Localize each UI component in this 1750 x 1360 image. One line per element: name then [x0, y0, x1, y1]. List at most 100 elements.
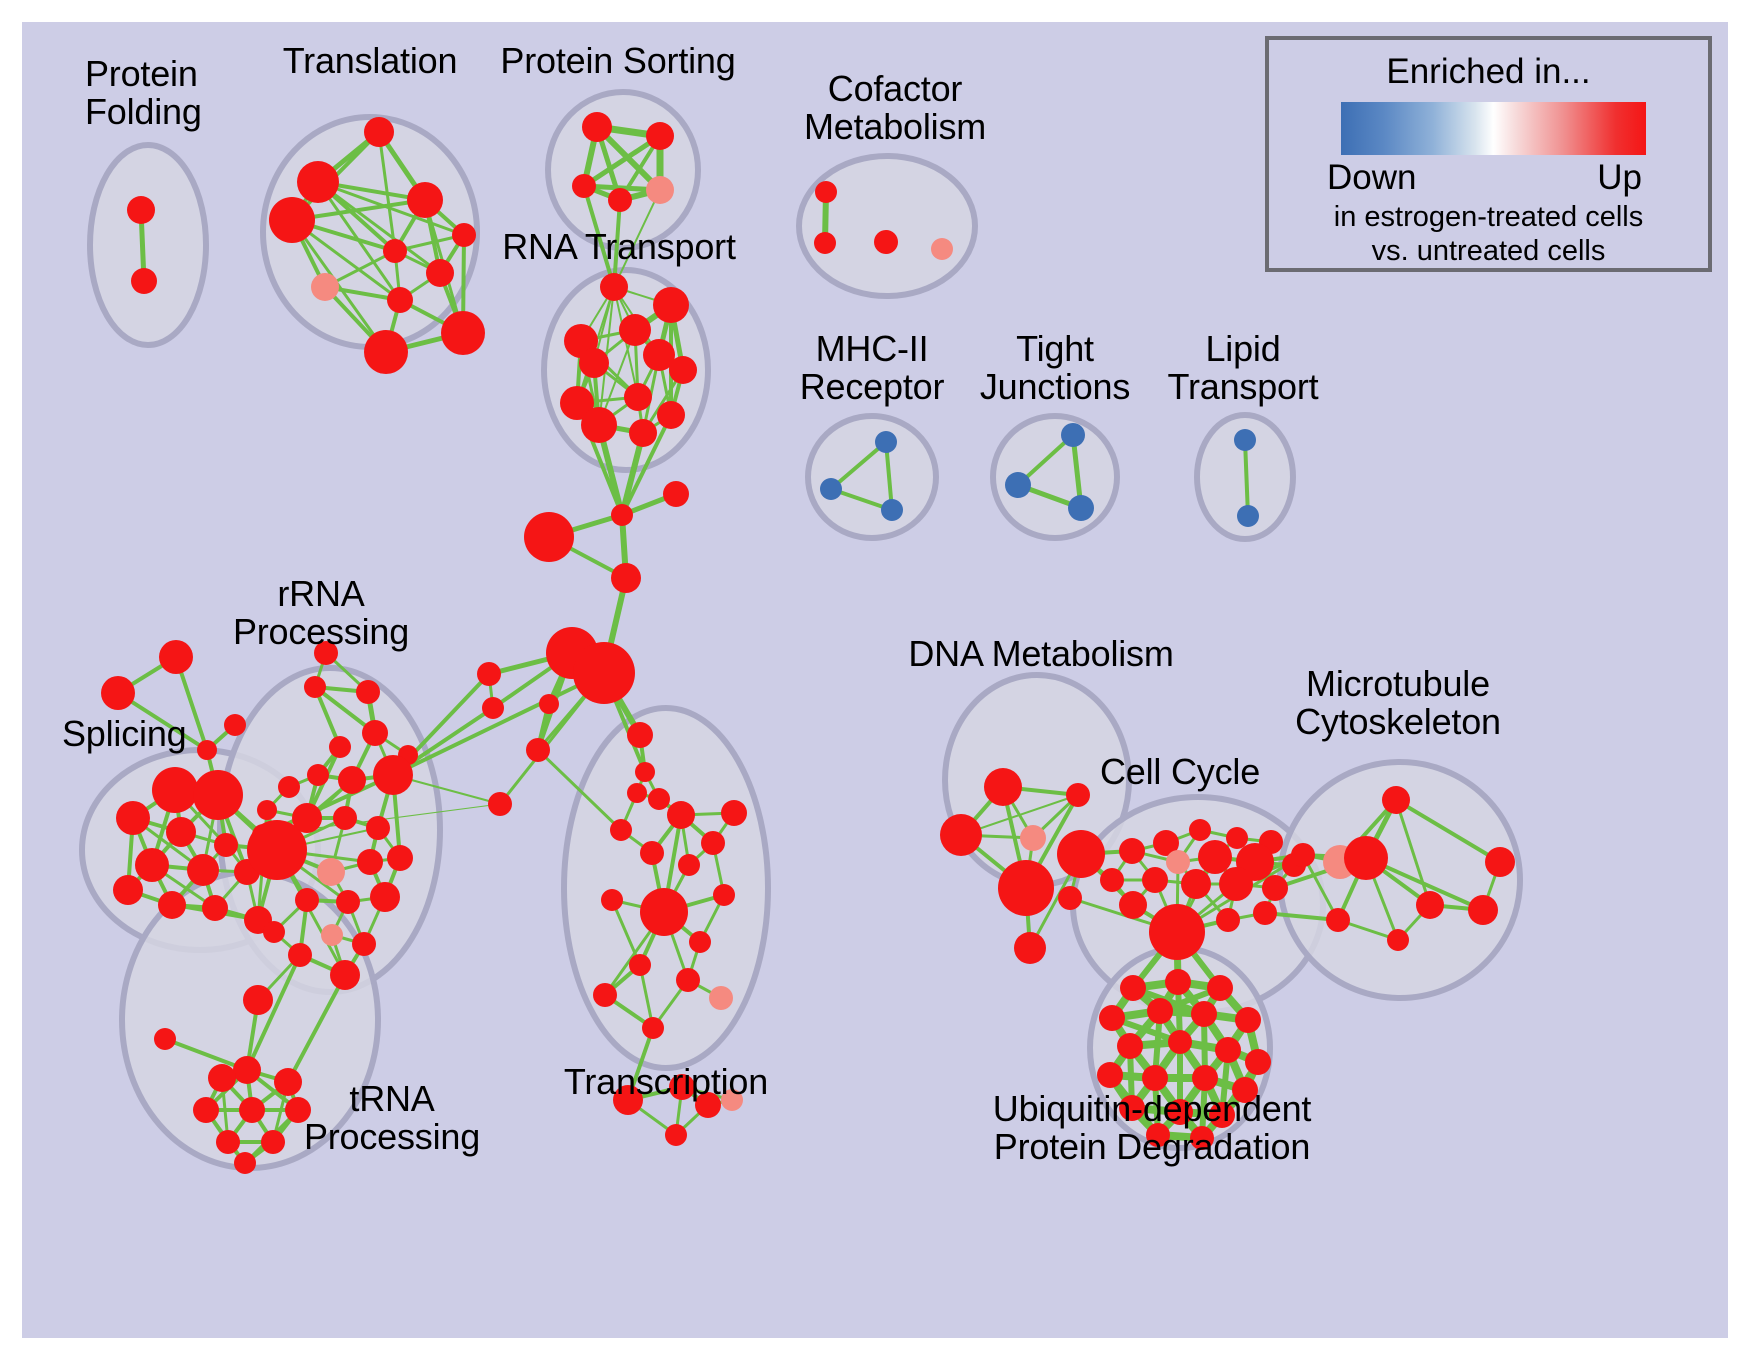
- node-rrna-processing[interactable]: [366, 816, 390, 840]
- node-dna-metabolism[interactable]: [1020, 825, 1046, 851]
- node-ubiquitin-protein-degradation[interactable]: [1209, 1102, 1235, 1128]
- node-protein-sorting[interactable]: [646, 176, 674, 204]
- node-rrna-processing[interactable]: [362, 720, 388, 746]
- node-rrna-processing[interactable]: [278, 776, 300, 798]
- node-ubiquitin-protein-degradation[interactable]: [1099, 1005, 1125, 1031]
- node-transcription[interactable]: [721, 800, 747, 826]
- node-transcription[interactable]: [669, 1074, 695, 1100]
- node-rrna-processing[interactable]: [329, 736, 351, 758]
- node-cell-cycle[interactable]: [1057, 830, 1105, 878]
- node-transcription[interactable]: [593, 983, 617, 1007]
- node-trna-processing[interactable]: [285, 1097, 311, 1123]
- node-microtubule-cytoskeleton[interactable]: [1416, 891, 1444, 919]
- node-protein-folding[interactable]: [131, 268, 157, 294]
- node-ubiquitin-protein-degradation[interactable]: [1117, 1033, 1143, 1059]
- node-transcription[interactable]: [610, 819, 632, 841]
- node-rna-transport[interactable]: [560, 386, 594, 420]
- node-translation[interactable]: [311, 273, 339, 301]
- node-mhc-ii-receptor[interactable]: [875, 431, 897, 453]
- node-ubiquitin-protein-degradation[interactable]: [1168, 1030, 1192, 1054]
- node-dna-metabolism[interactable]: [984, 768, 1022, 806]
- node-microtubule-cytoskeleton[interactable]: [1326, 908, 1350, 932]
- node-rrna-processing[interactable]: [288, 943, 312, 967]
- node-lipid-transport[interactable]: [1237, 505, 1259, 527]
- node-lipid-transport[interactable]: [1234, 429, 1256, 451]
- node-trna-processing[interactable]: [216, 1130, 240, 1154]
- node-transcription[interactable]: [721, 1089, 743, 1111]
- node-ubiquitin-protein-degradation[interactable]: [1097, 1062, 1123, 1088]
- node-trna-processing[interactable]: [154, 1028, 176, 1050]
- node-microtubule-cytoskeleton[interactable]: [1344, 836, 1388, 880]
- cluster-ellipse-protein-folding[interactable]: [87, 142, 209, 348]
- node-trna-processing[interactable]: [208, 1064, 236, 1092]
- node-transcription[interactable]: [640, 888, 688, 936]
- node-ubiquitin-protein-degradation[interactable]: [1142, 1065, 1168, 1091]
- node-rna-transport[interactable]: [581, 407, 617, 443]
- node-microtubule-cytoskeleton[interactable]: [1387, 929, 1409, 951]
- node-trna-processing[interactable]: [274, 1068, 302, 1096]
- node-rna-transport[interactable]: [600, 273, 628, 301]
- node-cell-cycle[interactable]: [1119, 891, 1147, 919]
- node-ubiquitin-protein-degradation[interactable]: [1215, 1037, 1241, 1063]
- node-rrna-processing[interactable]: [338, 766, 366, 794]
- node-cell-cycle[interactable]: [1149, 904, 1205, 960]
- node-ubiquitin-protein-degradation[interactable]: [1146, 1123, 1170, 1147]
- node-backbone[interactable]: [524, 512, 574, 562]
- node-ubiquitin-protein-degradation[interactable]: [1191, 1001, 1217, 1027]
- node-rna-transport[interactable]: [629, 419, 657, 447]
- node-rna-transport[interactable]: [669, 356, 697, 384]
- node-translation[interactable]: [426, 259, 454, 287]
- node-cell-cycle[interactable]: [1119, 838, 1145, 864]
- node-splicing[interactable]: [116, 801, 150, 835]
- node-rrna-processing[interactable]: [304, 676, 326, 698]
- cluster-ellipse-cofactor-metabolism[interactable]: [796, 153, 978, 299]
- node-splicing[interactable]: [101, 676, 135, 710]
- node-rrna-processing[interactable]: [295, 888, 319, 912]
- node-dna-metabolism[interactable]: [940, 814, 982, 856]
- node-transcription[interactable]: [648, 788, 670, 810]
- node-cell-cycle[interactable]: [1189, 819, 1211, 841]
- node-transcription[interactable]: [635, 762, 655, 782]
- node-cell-cycle[interactable]: [1058, 886, 1082, 910]
- node-splicing[interactable]: [158, 891, 186, 919]
- node-backbone[interactable]: [611, 563, 641, 593]
- node-rrna-processing[interactable]: [314, 641, 338, 665]
- node-cell-cycle[interactable]: [1181, 869, 1211, 899]
- node-mhc-ii-receptor[interactable]: [820, 478, 842, 500]
- node-rrna-processing[interactable]: [357, 849, 383, 875]
- node-ubiquitin-protein-degradation[interactable]: [1190, 1126, 1214, 1150]
- node-splicing[interactable]: [224, 714, 246, 736]
- node-protein-sorting[interactable]: [582, 112, 612, 142]
- node-ubiquitin-protein-degradation[interactable]: [1207, 975, 1233, 1001]
- node-splicing[interactable]: [113, 875, 143, 905]
- node-rrna-processing[interactable]: [387, 845, 413, 871]
- node-transcription[interactable]: [667, 801, 695, 829]
- node-backbone[interactable]: [526, 738, 550, 762]
- node-splicing[interactable]: [166, 817, 196, 847]
- node-backbone[interactable]: [482, 697, 504, 719]
- node-splicing[interactable]: [202, 895, 228, 921]
- node-translation[interactable]: [269, 197, 315, 243]
- node-translation[interactable]: [297, 161, 339, 203]
- node-rrna-processing[interactable]: [356, 680, 380, 704]
- node-rna-transport[interactable]: [653, 287, 689, 323]
- node-rrna-processing[interactable]: [373, 755, 413, 795]
- node-transcription[interactable]: [642, 1017, 664, 1039]
- node-translation[interactable]: [387, 287, 413, 313]
- node-cell-cycle[interactable]: [1198, 840, 1232, 874]
- node-splicing[interactable]: [159, 640, 193, 674]
- node-rrna-processing[interactable]: [330, 960, 360, 990]
- node-rrna-processing[interactable]: [247, 820, 307, 880]
- node-transcription[interactable]: [713, 884, 735, 906]
- node-rrna-processing[interactable]: [243, 985, 273, 1015]
- node-rrna-processing[interactable]: [317, 858, 345, 886]
- node-cell-cycle[interactable]: [1153, 830, 1179, 856]
- node-transcription[interactable]: [629, 954, 651, 976]
- node-trna-processing[interactable]: [239, 1097, 265, 1123]
- node-transcription[interactable]: [678, 854, 700, 876]
- node-transcription[interactable]: [695, 1092, 721, 1118]
- node-backbone[interactable]: [663, 481, 689, 507]
- node-ubiquitin-protein-degradation[interactable]: [1245, 1049, 1271, 1075]
- node-translation[interactable]: [364, 117, 394, 147]
- node-trna-processing[interactable]: [261, 1130, 285, 1154]
